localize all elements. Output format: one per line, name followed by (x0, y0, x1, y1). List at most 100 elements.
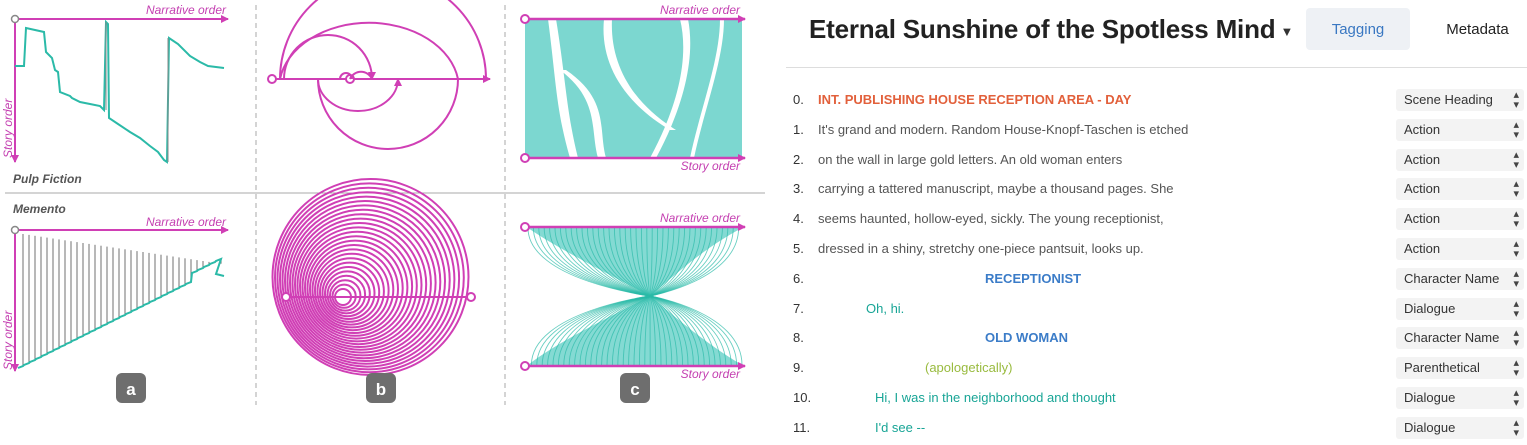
panel-a-pulp-fiction: Narrative order Story order Pulp Fiction (1, 3, 229, 186)
origin-marker (10, 14, 20, 24)
line-tag-value: Dialogue (1404, 390, 1456, 405)
narrative-axis-label: Narrative order (146, 215, 227, 229)
updown-caret-icon: ▴ ▾ (1513, 178, 1519, 201)
script-tagging-panel: Eternal Sunshine of the Spotless Mind ▼ T… (780, 0, 1527, 439)
story-curve (15, 19, 225, 164)
origin-marker (520, 153, 530, 163)
script-line-row: 9. (apologetically) Parenthetical ▴ ▾ (780, 355, 1527, 385)
line-number: 1. (793, 121, 804, 137)
script-line-row: 0. INT. PUBLISHING HOUSE RECEPTION AREA -… (780, 87, 1527, 117)
line-tag-select[interactable]: Action ▴ ▾ (1396, 118, 1524, 141)
line-number: 8. (793, 330, 804, 346)
line-number: 3. (793, 181, 804, 197)
spiral-arc (317, 78, 402, 112)
line-tag-value: Action (1404, 121, 1441, 137)
narrative-axis-label: Narrative order (660, 211, 741, 225)
updown-caret-icon: ▴ ▾ (1513, 387, 1519, 409)
updown-caret-icon: ▴ ▾ (1513, 267, 1519, 290)
badge-b: b (366, 373, 396, 403)
spiral-ring (311, 248, 395, 332)
origin-marker (520, 222, 530, 232)
panel-c-memento-ribbons: Narrative order Story order (520, 211, 746, 381)
narrative-axis-label: Narrative order (146, 3, 227, 17)
origin-marker (281, 292, 291, 302)
line-tag-select[interactable]: Dialogue ▴ ▾ (1396, 387, 1524, 409)
spiral-ring (324, 270, 371, 318)
film-label: Pulp Fiction (13, 172, 82, 186)
line-text: OLD WOMAN (985, 330, 1069, 346)
spiral-ring (276, 186, 461, 371)
line-tag-select[interactable]: Action ▴ ▾ (1396, 148, 1524, 171)
updown-caret-icon: ▴ ▾ (1513, 357, 1519, 380)
tab-metadata[interactable]: Metadata (1430, 8, 1525, 50)
line-number: 2. (793, 151, 804, 167)
spiral-ring (306, 239, 404, 337)
script-line-row: 10. Hi, I was in the neighborhood and tho… (780, 385, 1527, 415)
line-text: Hi, I was in the neighborhood and though… (875, 390, 1116, 405)
tab-tagging[interactable]: Tagging (1306, 8, 1410, 50)
line-number: 11. (793, 419, 811, 435)
script-line-row: 4. seems haunted, hollow-eyed, sickly. Th… (780, 206, 1527, 236)
origin-marker (520, 361, 530, 371)
line-text: Oh, hi. (866, 300, 905, 316)
ribbon-line (530, 227, 740, 366)
spiral-ring (329, 279, 362, 312)
updown-caret-icon: ▴ ▾ (1513, 297, 1519, 320)
ribbon-gap (560, 70, 606, 158)
line-tag-select[interactable]: Character Name ▴ ▾ (1396, 267, 1524, 290)
ribbon-gap (603, 19, 676, 130)
updown-caret-icon: ▴ ▾ (1513, 148, 1519, 171)
spiral-ring (326, 274, 367, 315)
updown-caret-icon: ▴ ▾ (1513, 327, 1519, 350)
ribbon-gap (650, 19, 691, 158)
line-number: 4. (793, 211, 804, 227)
line-tag-select[interactable]: Scene Heading ▴ ▾ (1396, 89, 1524, 111)
line-number: 6. (793, 270, 804, 286)
ribbon-band (528, 296, 742, 365)
caret-down-icon[interactable]: ▼ (1280, 23, 1294, 39)
line-text: carrying a tattered manuscript, maybe a … (818, 181, 1174, 197)
script-line-row: 5. dressed in a shiny, stretchy one-piece… (780, 236, 1527, 266)
line-tag-value: Action (1404, 241, 1441, 256)
line-tag-select[interactable]: Dialogue ▴ ▾ (1396, 416, 1524, 439)
updown-caret-icon: ▴ ▾ (1513, 238, 1519, 260)
line-tag-select[interactable]: Parenthetical ▴ ▾ (1396, 357, 1524, 380)
line-tag-value: Action (1404, 181, 1441, 197)
script-line-row: 11. I'd see -- Dialogue ▴ ▾ (780, 415, 1527, 445)
spiral-ring (291, 213, 432, 354)
spiral-arc (279, 0, 487, 80)
line-tag-select[interactable]: Dialogue ▴ ▾ (1396, 297, 1524, 320)
ribbon-gap (548, 19, 578, 158)
line-text: It's grand and modern. Random House-Knop… (818, 121, 1189, 137)
line-tag-value: Dialogue (1404, 419, 1456, 435)
badge-a: a (116, 373, 146, 403)
script-line-row: 3. carrying a tattered manuscript, maybe … (780, 176, 1527, 206)
script-title[interactable]: Eternal Sunshine of the Spotless Mind ▼ (809, 14, 1293, 45)
spiral-ring (296, 222, 423, 348)
panel-c-pulp-fiction-ribbons: Narrative order Story order (520, 3, 746, 173)
line-text: seems haunted, hollow-eyed, sickly. The … (818, 211, 1164, 227)
line-tag-select[interactable]: Character Name ▴ ▾ (1396, 327, 1524, 350)
line-tag-value: Action (1404, 211, 1441, 227)
line-tag-select[interactable]: Action ▴ ▾ (1396, 208, 1524, 231)
line-tag-value: Parenthetical (1404, 360, 1480, 376)
line-number: 10. (793, 390, 812, 405)
spiral-ring (309, 244, 399, 334)
svg-text:a: a (126, 380, 136, 399)
script-title-text: Eternal Sunshine of the Spotless Mind (809, 14, 1276, 44)
panel-a-memento: Memento Narrative order Story order (1, 202, 229, 372)
story-axis-label: Story order (1, 310, 15, 370)
spiral-ring (316, 257, 385, 326)
line-tag-value: Dialogue (1404, 300, 1456, 316)
spiral-ring (301, 230, 414, 343)
updown-caret-icon: ▴ ▾ (1513, 89, 1519, 111)
spiral-ring (294, 217, 428, 351)
origin-marker (267, 74, 277, 84)
spiral-ring (299, 226, 418, 346)
spiral-ring (321, 266, 376, 320)
spiral-ring (284, 200, 446, 362)
line-tag-select[interactable]: Action ▴ ▾ (1396, 178, 1524, 201)
line-text: INT. PUBLISHING HOUSE RECEPTION AREA - D… (818, 92, 1132, 107)
spiral-arc (279, 21, 459, 80)
line-tag-select[interactable]: Action ▴ ▾ (1396, 238, 1524, 260)
